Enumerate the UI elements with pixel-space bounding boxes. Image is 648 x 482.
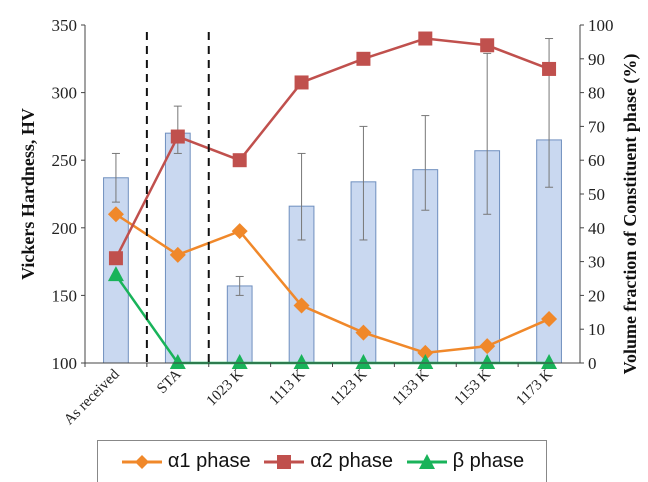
y-tick-label: 100 [52, 354, 78, 373]
y2-tick-label: 10 [588, 320, 605, 339]
legend-item-beta: β phase [405, 450, 525, 473]
alpha2-point [233, 153, 247, 167]
x-tick-label: 1133 K [390, 366, 433, 409]
x-tick-label: As received [61, 366, 123, 428]
alpha2-point [109, 251, 123, 265]
x-tick-label: 1023 K [204, 366, 247, 409]
alpha2-point [418, 32, 432, 46]
alpha2-point [356, 52, 370, 66]
x-tick-label: 1113 K [266, 366, 308, 408]
y2-tick-label: 60 [588, 151, 605, 170]
y2-axis-title: Volume fraction of Constituent phase (%) [620, 54, 641, 375]
alpha2-point [480, 38, 494, 52]
y2-tick-label: 100 [588, 16, 614, 35]
y-tick-label: 300 [52, 84, 78, 103]
y-tick-label: 350 [52, 16, 78, 35]
square-marker-icon [262, 452, 306, 472]
x-tick-label: 1153 K [452, 366, 495, 409]
legend-label-beta: β phase [453, 450, 525, 473]
legend-label-alpha1: α1 phase [168, 450, 251, 473]
legend-item-alpha1: α1 phase [120, 450, 251, 473]
alpha2-point [295, 75, 309, 89]
y2-tick-label: 30 [588, 253, 605, 272]
alpha2-point [542, 62, 556, 76]
y2-tick-label: 50 [588, 185, 605, 204]
y-axis-title: Vickers Hardness, HV [18, 108, 38, 280]
y2-tick-label: 90 [588, 50, 605, 69]
y2-tick-label: 20 [588, 286, 605, 305]
y2-tick-label: 70 [588, 117, 605, 136]
legend-item-alpha2: α2 phase [262, 450, 393, 473]
y2-tick-label: 40 [588, 219, 605, 238]
x-tick-label: 1173 K [513, 366, 556, 409]
y2-tick-label: 0 [588, 354, 597, 373]
diamond-marker-icon [120, 452, 164, 472]
x-tick-label: 1123 K [328, 366, 371, 409]
hardness-phase-chart: 100 150 200 250 300 350 0 10 20 30 40 50 60 70 80 90 100… [0, 0, 648, 440]
alpha2-point [171, 130, 185, 144]
y-tick-label: 200 [52, 219, 78, 238]
y2-tick-label: 80 [588, 84, 605, 103]
y-tick-label: 250 [52, 151, 78, 170]
triangle-marker-icon [405, 452, 449, 472]
legend: α1 phase α2 phase β phase [97, 440, 547, 482]
legend-label-alpha2: α2 phase [310, 450, 393, 473]
hardness-bar [227, 286, 252, 363]
x-tick-label: STA [154, 366, 185, 397]
y-tick-label: 150 [52, 286, 78, 305]
